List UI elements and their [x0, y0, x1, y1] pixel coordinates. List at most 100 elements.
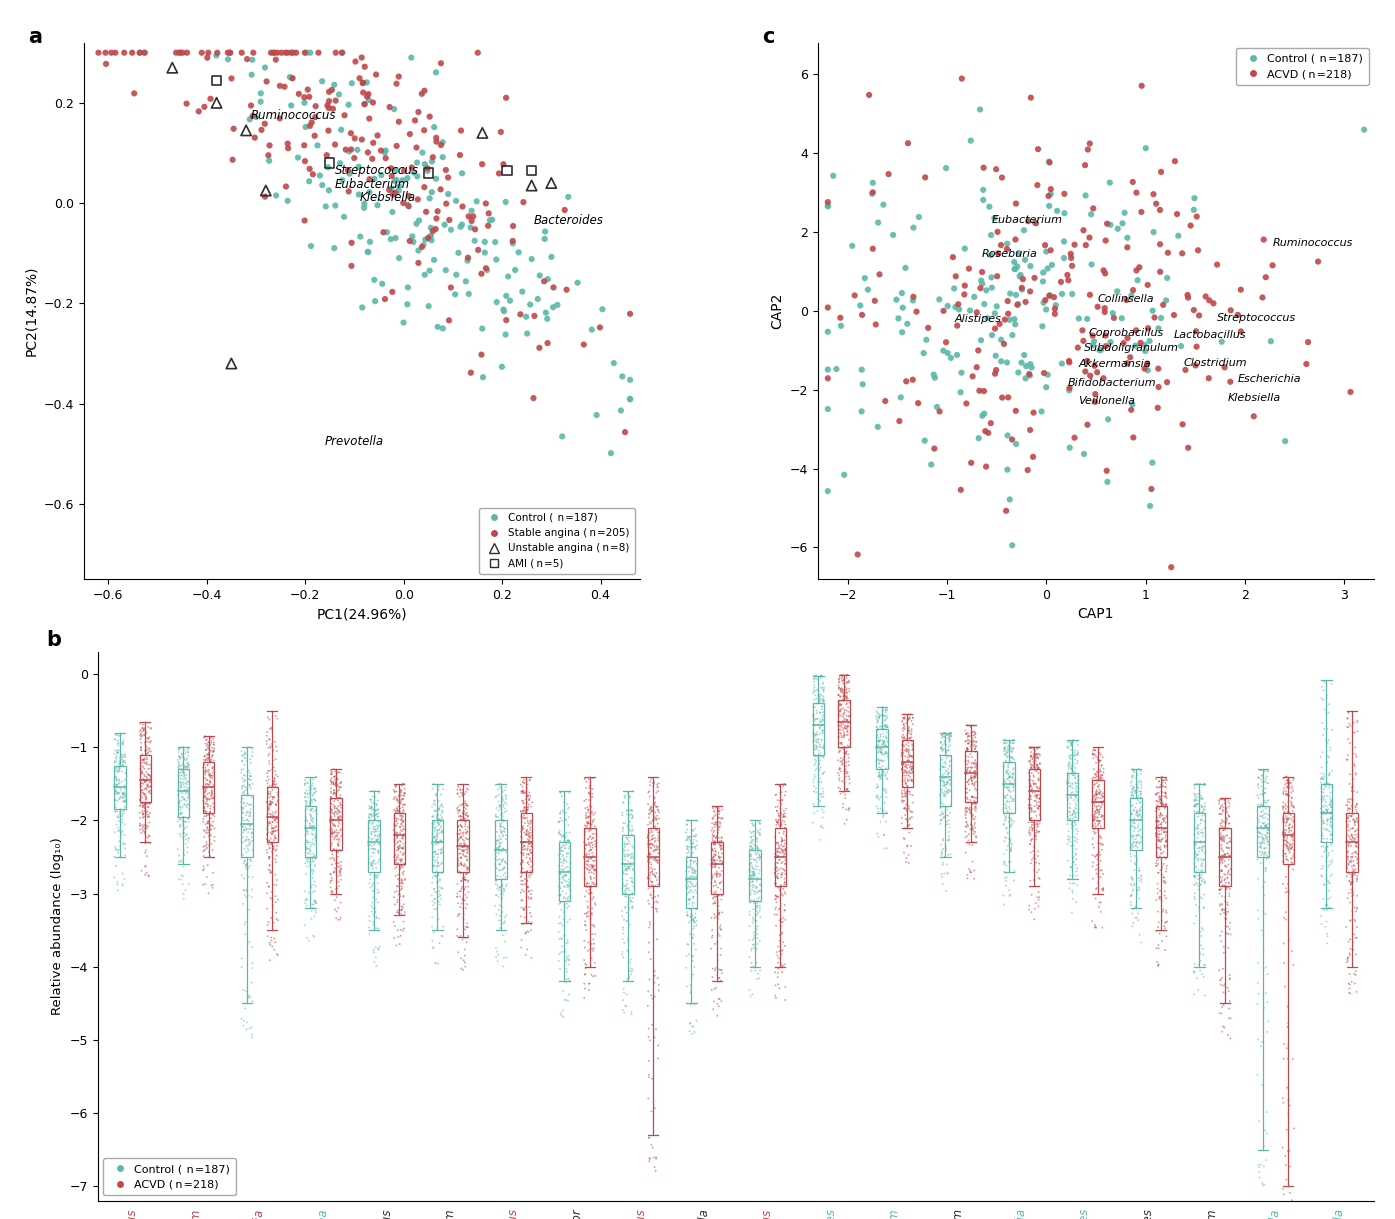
Point [177, 831, 199, 851]
Point [995, 778, 1017, 797]
Point [702, 841, 724, 861]
Point [642, 823, 664, 842]
Point [1083, 820, 1105, 840]
Point [710, 961, 732, 980]
Point [140, 794, 162, 813]
Point [901, 755, 923, 774]
Point [869, 768, 891, 787]
Point [578, 790, 600, 809]
Point [936, 814, 958, 834]
Point [167, 808, 190, 828]
Point [1254, 784, 1276, 803]
Point [709, 968, 731, 987]
Point [455, 929, 477, 948]
Point [237, 835, 259, 855]
Point [964, 751, 986, 770]
Point [1155, 795, 1177, 814]
Point [236, 830, 258, 850]
Point [1088, 784, 1110, 803]
Point [294, 775, 317, 795]
Point [580, 803, 603, 823]
Point [894, 757, 917, 777]
Point [643, 807, 665, 826]
Point [1083, 837, 1105, 857]
Point [424, 795, 446, 814]
Point [1320, 792, 1342, 812]
Point [1149, 824, 1172, 844]
Point [1124, 829, 1147, 848]
Point [516, 825, 538, 845]
Point [264, 865, 286, 885]
Point [816, 196, 838, 216]
Point [872, 744, 894, 763]
Point [894, 746, 917, 766]
Point [770, 816, 792, 835]
Point [875, 781, 897, 801]
Point [930, 797, 953, 817]
Point [232, 752, 254, 772]
Point [766, 942, 788, 962]
Point [1307, 252, 1329, 272]
Point [329, 792, 352, 812]
Point [456, 864, 478, 884]
Point [515, 786, 537, 806]
Point [808, 753, 830, 773]
Point [236, 803, 258, 823]
Point [516, 853, 538, 873]
Point [576, 807, 598, 826]
Point [427, 317, 449, 336]
Point [1272, 953, 1295, 973]
Point [834, 785, 857, 805]
Point [1276, 797, 1299, 817]
Point [709, 903, 731, 923]
Point [770, 879, 792, 898]
Point [1021, 800, 1043, 819]
Point [170, 800, 193, 819]
Point [511, 852, 533, 872]
Point [558, 844, 580, 863]
Point [361, 856, 384, 875]
Point [646, 900, 668, 919]
Point [172, 803, 194, 823]
Point [706, 993, 728, 1013]
Point [1127, 822, 1149, 841]
Point [1066, 791, 1088, 811]
Point [174, 796, 197, 816]
Point [250, 121, 272, 140]
Point [491, 874, 513, 894]
Point [961, 794, 983, 813]
Point [1253, 819, 1275, 839]
Point [1126, 794, 1148, 813]
Point [1275, 1120, 1297, 1140]
Point [644, 848, 667, 868]
Point [866, 725, 889, 745]
Point [872, 706, 894, 725]
Point [236, 830, 258, 850]
Point [533, 229, 555, 249]
Point [114, 790, 137, 809]
Point [875, 736, 897, 756]
Point [774, 839, 797, 858]
Point [509, 305, 531, 324]
Point [195, 740, 218, 759]
Point [518, 790, 540, 809]
Point [1020, 770, 1042, 790]
Point [932, 758, 954, 778]
Point [812, 691, 834, 711]
Point [1024, 894, 1046, 913]
Point [381, 282, 403, 301]
Point [897, 769, 919, 789]
Point [449, 121, 472, 140]
Point [491, 787, 513, 807]
Point [615, 912, 638, 931]
Point [326, 803, 349, 823]
Point [307, 43, 329, 62]
Point [745, 925, 767, 945]
Point [1186, 874, 1208, 894]
Point [742, 923, 764, 942]
Point [518, 797, 540, 817]
Point [264, 850, 286, 869]
Point [135, 774, 158, 794]
Point [1208, 818, 1230, 837]
Point [456, 837, 478, 857]
